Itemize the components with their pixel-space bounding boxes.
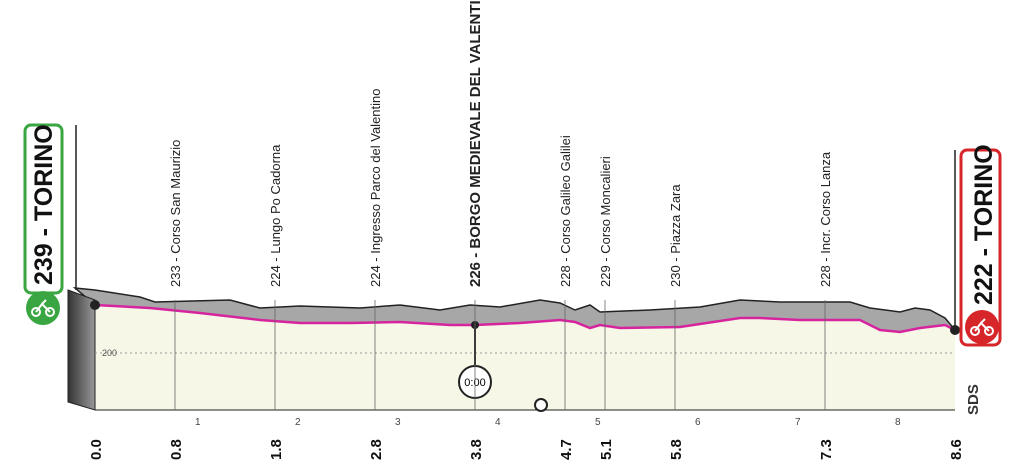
- profile-wall: [67, 289, 96, 411]
- km-marker: 8.6: [948, 439, 965, 460]
- bike-icon: [31, 299, 55, 317]
- finish-label: 222 - TORINO: [970, 144, 998, 305]
- km-marker: 0.0: [88, 439, 105, 460]
- profile-fill: [95, 305, 955, 410]
- waypoint-label: 230 - Piazza Zara: [668, 184, 683, 287]
- distance-tick: 8: [895, 417, 901, 428]
- distance-tick: 2: [295, 417, 301, 428]
- finish-icon: [965, 310, 999, 344]
- waypoint-label: 224 - Ingresso Parco del Valentino: [368, 89, 383, 288]
- km-marker: 7.3: [818, 439, 835, 460]
- profile-line: [94, 303, 956, 334]
- distance-tick: 4: [495, 417, 501, 428]
- distance-tick: 6: [695, 417, 701, 428]
- finish-dot: [950, 325, 960, 335]
- waypoint-label: 226 - BORGO MEDIEVALE DEL VALENTINO: [467, 0, 484, 287]
- distance-tick: 1: [195, 417, 201, 428]
- km-marker: 5.8: [668, 439, 685, 460]
- altitude-label: 200: [102, 348, 117, 358]
- waypoint-label: 228 - Corso Galileo Galilei: [558, 135, 573, 287]
- finish-box: [959, 148, 1002, 347]
- bike-icon: [970, 318, 994, 336]
- distance-tick: 7: [795, 417, 801, 428]
- km-marker: 5.1: [598, 439, 615, 460]
- km-marker: 3.8: [468, 439, 485, 460]
- start-icon: [26, 291, 60, 325]
- waypoint-label: 228 - Incr. Corso Lanza: [818, 151, 833, 287]
- distance-tick: 3: [395, 417, 401, 428]
- brand-label: SDS: [965, 384, 982, 415]
- start-label: 239 - TORINO: [30, 124, 58, 285]
- km-marker: 1.8: [268, 439, 285, 460]
- waypoint-label: 229 - Corso Moncalieri: [598, 156, 613, 287]
- feature-icon: [534, 398, 548, 412]
- start-dot: [90, 300, 100, 310]
- waypoint-label: 233 - Corso San Maurizio: [168, 140, 183, 287]
- distance-tick: 5: [595, 417, 601, 428]
- waypoint-label: 224 - Lungo Po Cadorna: [268, 144, 283, 287]
- km-marker: 0.8: [168, 439, 185, 460]
- km-marker: 2.8: [368, 439, 385, 460]
- km-marker: 4.7: [558, 439, 575, 460]
